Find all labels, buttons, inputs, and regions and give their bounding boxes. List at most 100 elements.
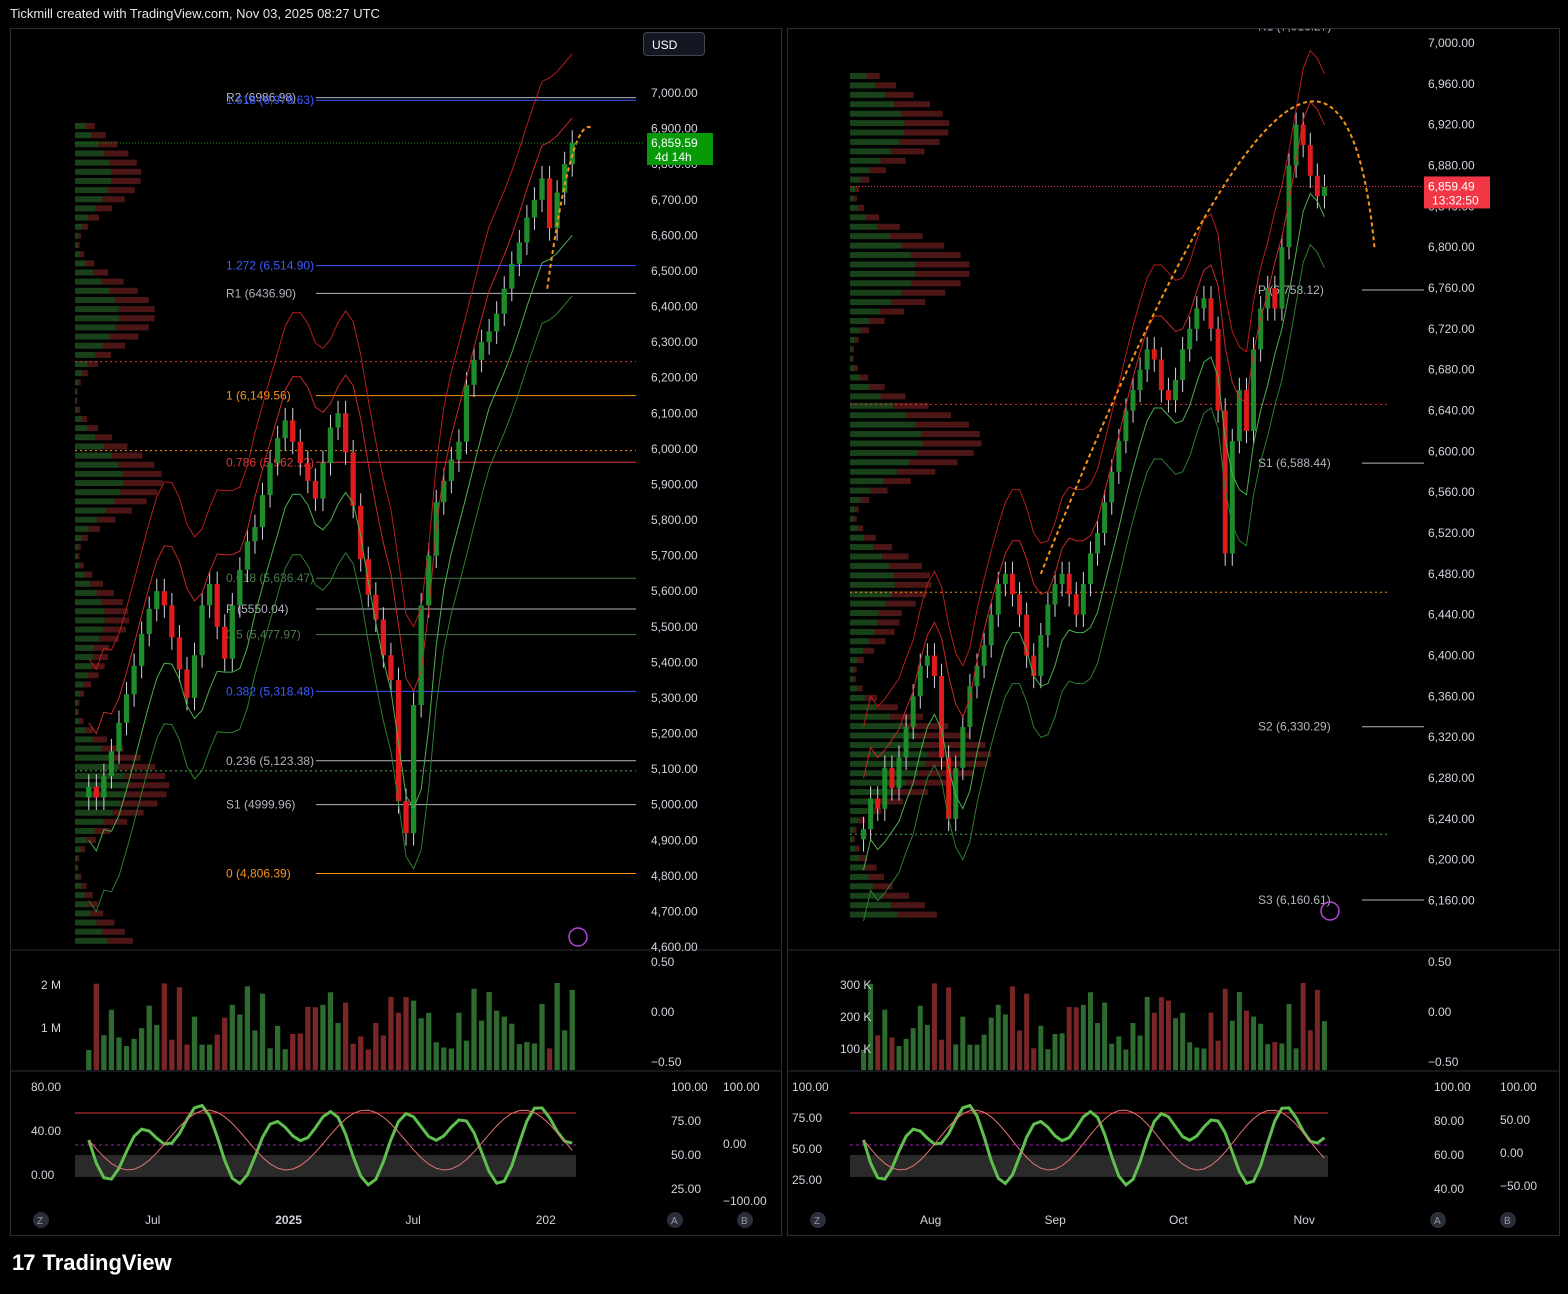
- volume-bar: [478, 1020, 485, 1070]
- volume-profile-bar: [81, 882, 87, 889]
- volume-profile-bar: [75, 690, 81, 697]
- volume-bar: [471, 988, 477, 1070]
- volume-bar: [441, 1047, 447, 1070]
- volume-profile-bar: [75, 873, 79, 880]
- candle-body: [191, 655, 198, 698]
- volume-profile-bar: [75, 361, 88, 368]
- y-tick-label: 6,480.00: [1428, 567, 1475, 581]
- volume-profile-bar: [75, 434, 96, 441]
- volume-profile-bar: [882, 892, 910, 899]
- volume-profile-bar: [918, 770, 974, 777]
- volume-profile-bar: [109, 333, 139, 340]
- y-tick-label: 6,880.00: [1428, 159, 1475, 173]
- y-tick-label: 4,700.00: [651, 904, 698, 918]
- volume-bar: [169, 1039, 175, 1070]
- candle-body: [1165, 390, 1171, 401]
- candle-body: [214, 584, 220, 627]
- volume-profile-bar: [874, 628, 895, 635]
- candle-body: [1109, 471, 1115, 503]
- candle-body: [116, 722, 122, 752]
- scale-button: [810, 1212, 826, 1228]
- candle-body: [960, 727, 966, 768]
- volume-profile-bar: [94, 351, 112, 358]
- candle-body: [206, 584, 213, 606]
- candle-body: [478, 342, 485, 360]
- candle-body: [184, 669, 190, 698]
- volume-profile-bar: [77, 699, 80, 706]
- volume-profile-bar: [915, 421, 969, 428]
- band-line: [88, 295, 573, 913]
- volume-profile-bar: [78, 379, 81, 386]
- volume-profile-bar: [850, 581, 895, 588]
- volume-profile-bar: [850, 374, 861, 381]
- volume-profile-bar: [860, 327, 870, 334]
- volume-profile-bar: [866, 73, 880, 79]
- rsi-line: [862, 1103, 1326, 1187]
- y-tick-label: 6,440.00: [1428, 608, 1475, 622]
- volume-profile-bar: [850, 864, 865, 871]
- volume-profile-bar: [927, 751, 992, 758]
- tradingview-logo[interactable]: 17 TradingView: [12, 1250, 172, 1276]
- volume-profile-bar: [80, 251, 85, 258]
- volume-bar: [896, 1046, 902, 1070]
- volume-bar: [206, 1044, 213, 1070]
- x-tick-label: Aug: [920, 1213, 941, 1227]
- volume-profile-bar: [75, 681, 84, 688]
- left-chart-panel[interactable]: 7,000.006,900.006,800.006,700.006,600.00…: [10, 28, 782, 1236]
- volume-profile-bar: [75, 608, 105, 615]
- volume-bar: [305, 1006, 311, 1070]
- volume-profile-bar: [879, 308, 905, 315]
- volume-profile-bar: [906, 779, 954, 786]
- rsi-left-tick: 75.00: [792, 1111, 822, 1125]
- volume-profile-bar: [87, 901, 98, 908]
- volume-profile-bar: [75, 727, 85, 734]
- rsi-left-tick: 100.00: [792, 1080, 829, 1094]
- volume-bar: [486, 991, 492, 1070]
- volume-bar: [1066, 1006, 1072, 1070]
- volume-bar: [1109, 1043, 1115, 1070]
- volume-bar: [463, 1040, 470, 1070]
- volume-profile-bar: [75, 562, 80, 569]
- volume-profile-bar: [910, 280, 961, 287]
- volume-profile-bar: [90, 580, 104, 587]
- volume-profile-bar: [122, 470, 162, 477]
- volume-profile-bar: [902, 289, 946, 296]
- candle-body: [365, 559, 371, 595]
- volume-bar: [327, 992, 334, 1070]
- volume-bar: [988, 1017, 994, 1070]
- y-tick-label: 6,360.00: [1428, 689, 1475, 703]
- candle-body: [441, 480, 447, 503]
- volume-bar: [403, 997, 409, 1070]
- volume-profile-bar: [123, 480, 163, 487]
- volume-profile-bar: [850, 487, 871, 494]
- y-tick-label: 6,640.00: [1428, 404, 1475, 418]
- candle-body: [1066, 573, 1072, 595]
- volume-profile-bar: [915, 261, 970, 268]
- candle-body: [282, 420, 288, 439]
- volume-profile-bar: [855, 845, 860, 852]
- volume-bar: [1251, 1016, 1257, 1070]
- band-line: [88, 235, 573, 853]
- scale-button: [667, 1212, 683, 1228]
- left-chart-svg[interactable]: 7,000.006,900.006,800.006,700.006,600.00…: [11, 29, 781, 1235]
- volume-profile-bar: [109, 287, 138, 294]
- volume-bar: [456, 1012, 462, 1070]
- candle-body: [274, 438, 281, 464]
- candle-body: [101, 776, 107, 798]
- volume-bar: [903, 1038, 909, 1070]
- volume-bar: [569, 989, 575, 1070]
- volume-profile-bar: [850, 317, 870, 324]
- rsi-signal-line: [863, 1109, 1325, 1171]
- right-chart-svg[interactable]: 7,000.006,960.006,920.006,880.006,840.00…: [788, 29, 1559, 1235]
- volume-profile-bar: [82, 223, 88, 230]
- currency-button[interactable]: USD: [643, 32, 705, 56]
- volume-profile-bar: [91, 132, 106, 139]
- volume-profile-bar: [75, 525, 89, 532]
- volume-profile-bar: [75, 763, 120, 770]
- band-line: [863, 49, 1325, 728]
- right-chart-panel[interactable]: 7,000.006,960.006,920.006,880.006,840.00…: [787, 28, 1560, 1236]
- rsi-left-tick: 80.00: [31, 1080, 61, 1094]
- volume-bar: [974, 1044, 980, 1070]
- volume-profile-bar: [904, 129, 949, 136]
- y-tick-label: 4,600.00: [651, 940, 698, 954]
